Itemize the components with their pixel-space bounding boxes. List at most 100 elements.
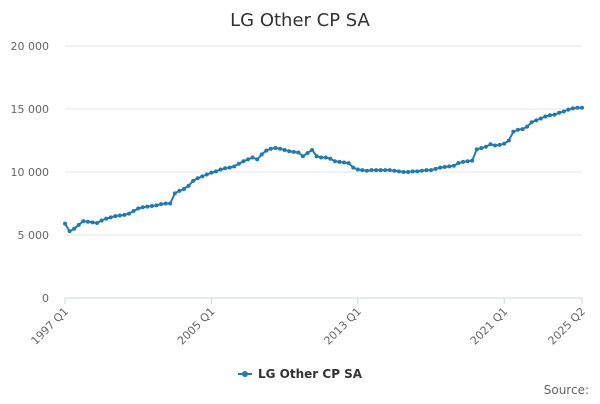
data-point[interactable] xyxy=(305,151,310,156)
data-point[interactable] xyxy=(520,127,525,132)
data-point[interactable] xyxy=(218,167,223,172)
data-point[interactable] xyxy=(264,148,269,153)
data-point[interactable] xyxy=(447,164,452,169)
data-point[interactable] xyxy=(506,138,511,143)
data-point[interactable] xyxy=(200,174,205,179)
data-point[interactable] xyxy=(488,142,493,147)
data-point[interactable] xyxy=(424,168,429,173)
data-point[interactable] xyxy=(543,114,548,119)
data-point[interactable] xyxy=(470,158,475,163)
data-point[interactable] xyxy=(287,149,292,154)
data-point[interactable] xyxy=(232,164,237,169)
data-point[interactable] xyxy=(145,204,150,209)
data-point[interactable] xyxy=(433,166,438,171)
data-point[interactable] xyxy=(580,105,584,110)
data-point[interactable] xyxy=(456,161,461,166)
data-point[interactable] xyxy=(369,168,374,173)
data-point[interactable] xyxy=(191,178,196,183)
data-point[interactable] xyxy=(95,221,100,226)
data-point[interactable] xyxy=(127,211,132,216)
data-point[interactable] xyxy=(561,109,566,114)
data-point[interactable] xyxy=(268,146,273,151)
data-point[interactable] xyxy=(209,170,214,175)
data-point[interactable] xyxy=(570,106,575,111)
legend[interactable]: LG Other CP SA xyxy=(238,367,363,381)
data-point[interactable] xyxy=(273,146,278,151)
data-point[interactable] xyxy=(493,143,498,148)
data-point[interactable] xyxy=(99,218,104,223)
data-point[interactable] xyxy=(525,124,530,129)
data-point[interactable] xyxy=(163,201,168,206)
data-point[interactable] xyxy=(465,159,470,164)
data-point[interactable] xyxy=(319,155,324,160)
data-point[interactable] xyxy=(378,168,383,173)
data-point[interactable] xyxy=(282,147,287,152)
data-point[interactable] xyxy=(342,160,347,165)
data-point[interactable] xyxy=(154,203,159,208)
data-point[interactable] xyxy=(227,165,232,170)
data-point[interactable] xyxy=(474,147,479,152)
data-point[interactable] xyxy=(300,154,305,159)
data-point[interactable] xyxy=(511,129,516,134)
data-point[interactable] xyxy=(181,187,186,192)
data-point[interactable] xyxy=(213,169,218,174)
data-point[interactable] xyxy=(63,221,67,226)
data-point[interactable] xyxy=(122,212,127,217)
data-point[interactable] xyxy=(442,164,447,169)
data-point[interactable] xyxy=(392,168,397,173)
legend-label[interactable]: LG Other CP SA xyxy=(258,367,363,381)
data-point[interactable] xyxy=(241,159,246,164)
data-point[interactable] xyxy=(328,156,333,161)
data-point[interactable] xyxy=(204,172,209,177)
data-point[interactable] xyxy=(383,168,388,173)
data-point[interactable] xyxy=(401,170,406,174)
data-point[interactable] xyxy=(451,163,456,168)
data-point[interactable] xyxy=(250,155,255,160)
data-point[interactable] xyxy=(72,226,77,231)
data-point[interactable] xyxy=(149,204,154,209)
data-point[interactable] xyxy=(351,165,356,170)
data-point[interactable] xyxy=(159,202,164,207)
data-point[interactable] xyxy=(415,169,420,174)
data-point[interactable] xyxy=(337,159,342,164)
data-point[interactable] xyxy=(396,169,401,174)
data-point[interactable] xyxy=(131,209,136,214)
data-point[interactable] xyxy=(575,105,580,110)
data-point[interactable] xyxy=(438,165,443,170)
data-point[interactable] xyxy=(529,120,534,125)
data-point[interactable] xyxy=(429,168,434,173)
data-point[interactable] xyxy=(246,157,251,162)
data-point[interactable] xyxy=(195,176,200,181)
data-point[interactable] xyxy=(566,107,571,112)
data-point[interactable] xyxy=(419,168,424,173)
data-point[interactable] xyxy=(108,215,113,220)
data-point[interactable] xyxy=(534,118,539,123)
data-point[interactable] xyxy=(76,222,81,227)
data-point[interactable] xyxy=(90,220,95,225)
data-point[interactable] xyxy=(278,146,283,151)
data-point[interactable] xyxy=(497,142,502,147)
data-point[interactable] xyxy=(406,170,411,174)
data-point[interactable] xyxy=(364,168,369,173)
data-point[interactable] xyxy=(136,206,141,211)
data-point[interactable] xyxy=(346,161,351,166)
data-point[interactable] xyxy=(259,152,264,157)
data-point[interactable] xyxy=(483,144,488,149)
data-point[interactable] xyxy=(186,183,191,188)
data-point[interactable] xyxy=(168,201,173,206)
data-point[interactable] xyxy=(296,150,301,155)
data-point[interactable] xyxy=(410,169,415,174)
data-point[interactable] xyxy=(557,110,562,115)
data-point[interactable] xyxy=(355,167,360,172)
data-point[interactable] xyxy=(314,154,319,159)
data-point[interactable] xyxy=(538,116,543,121)
data-point[interactable] xyxy=(255,157,260,162)
data-point[interactable] xyxy=(236,161,241,166)
data-point[interactable] xyxy=(374,168,379,173)
data-point[interactable] xyxy=(291,149,296,154)
data-point[interactable] xyxy=(552,112,557,117)
data-point[interactable] xyxy=(310,147,315,152)
data-point[interactable] xyxy=(81,219,86,224)
data-point[interactable] xyxy=(67,229,72,234)
data-point[interactable] xyxy=(177,188,182,193)
